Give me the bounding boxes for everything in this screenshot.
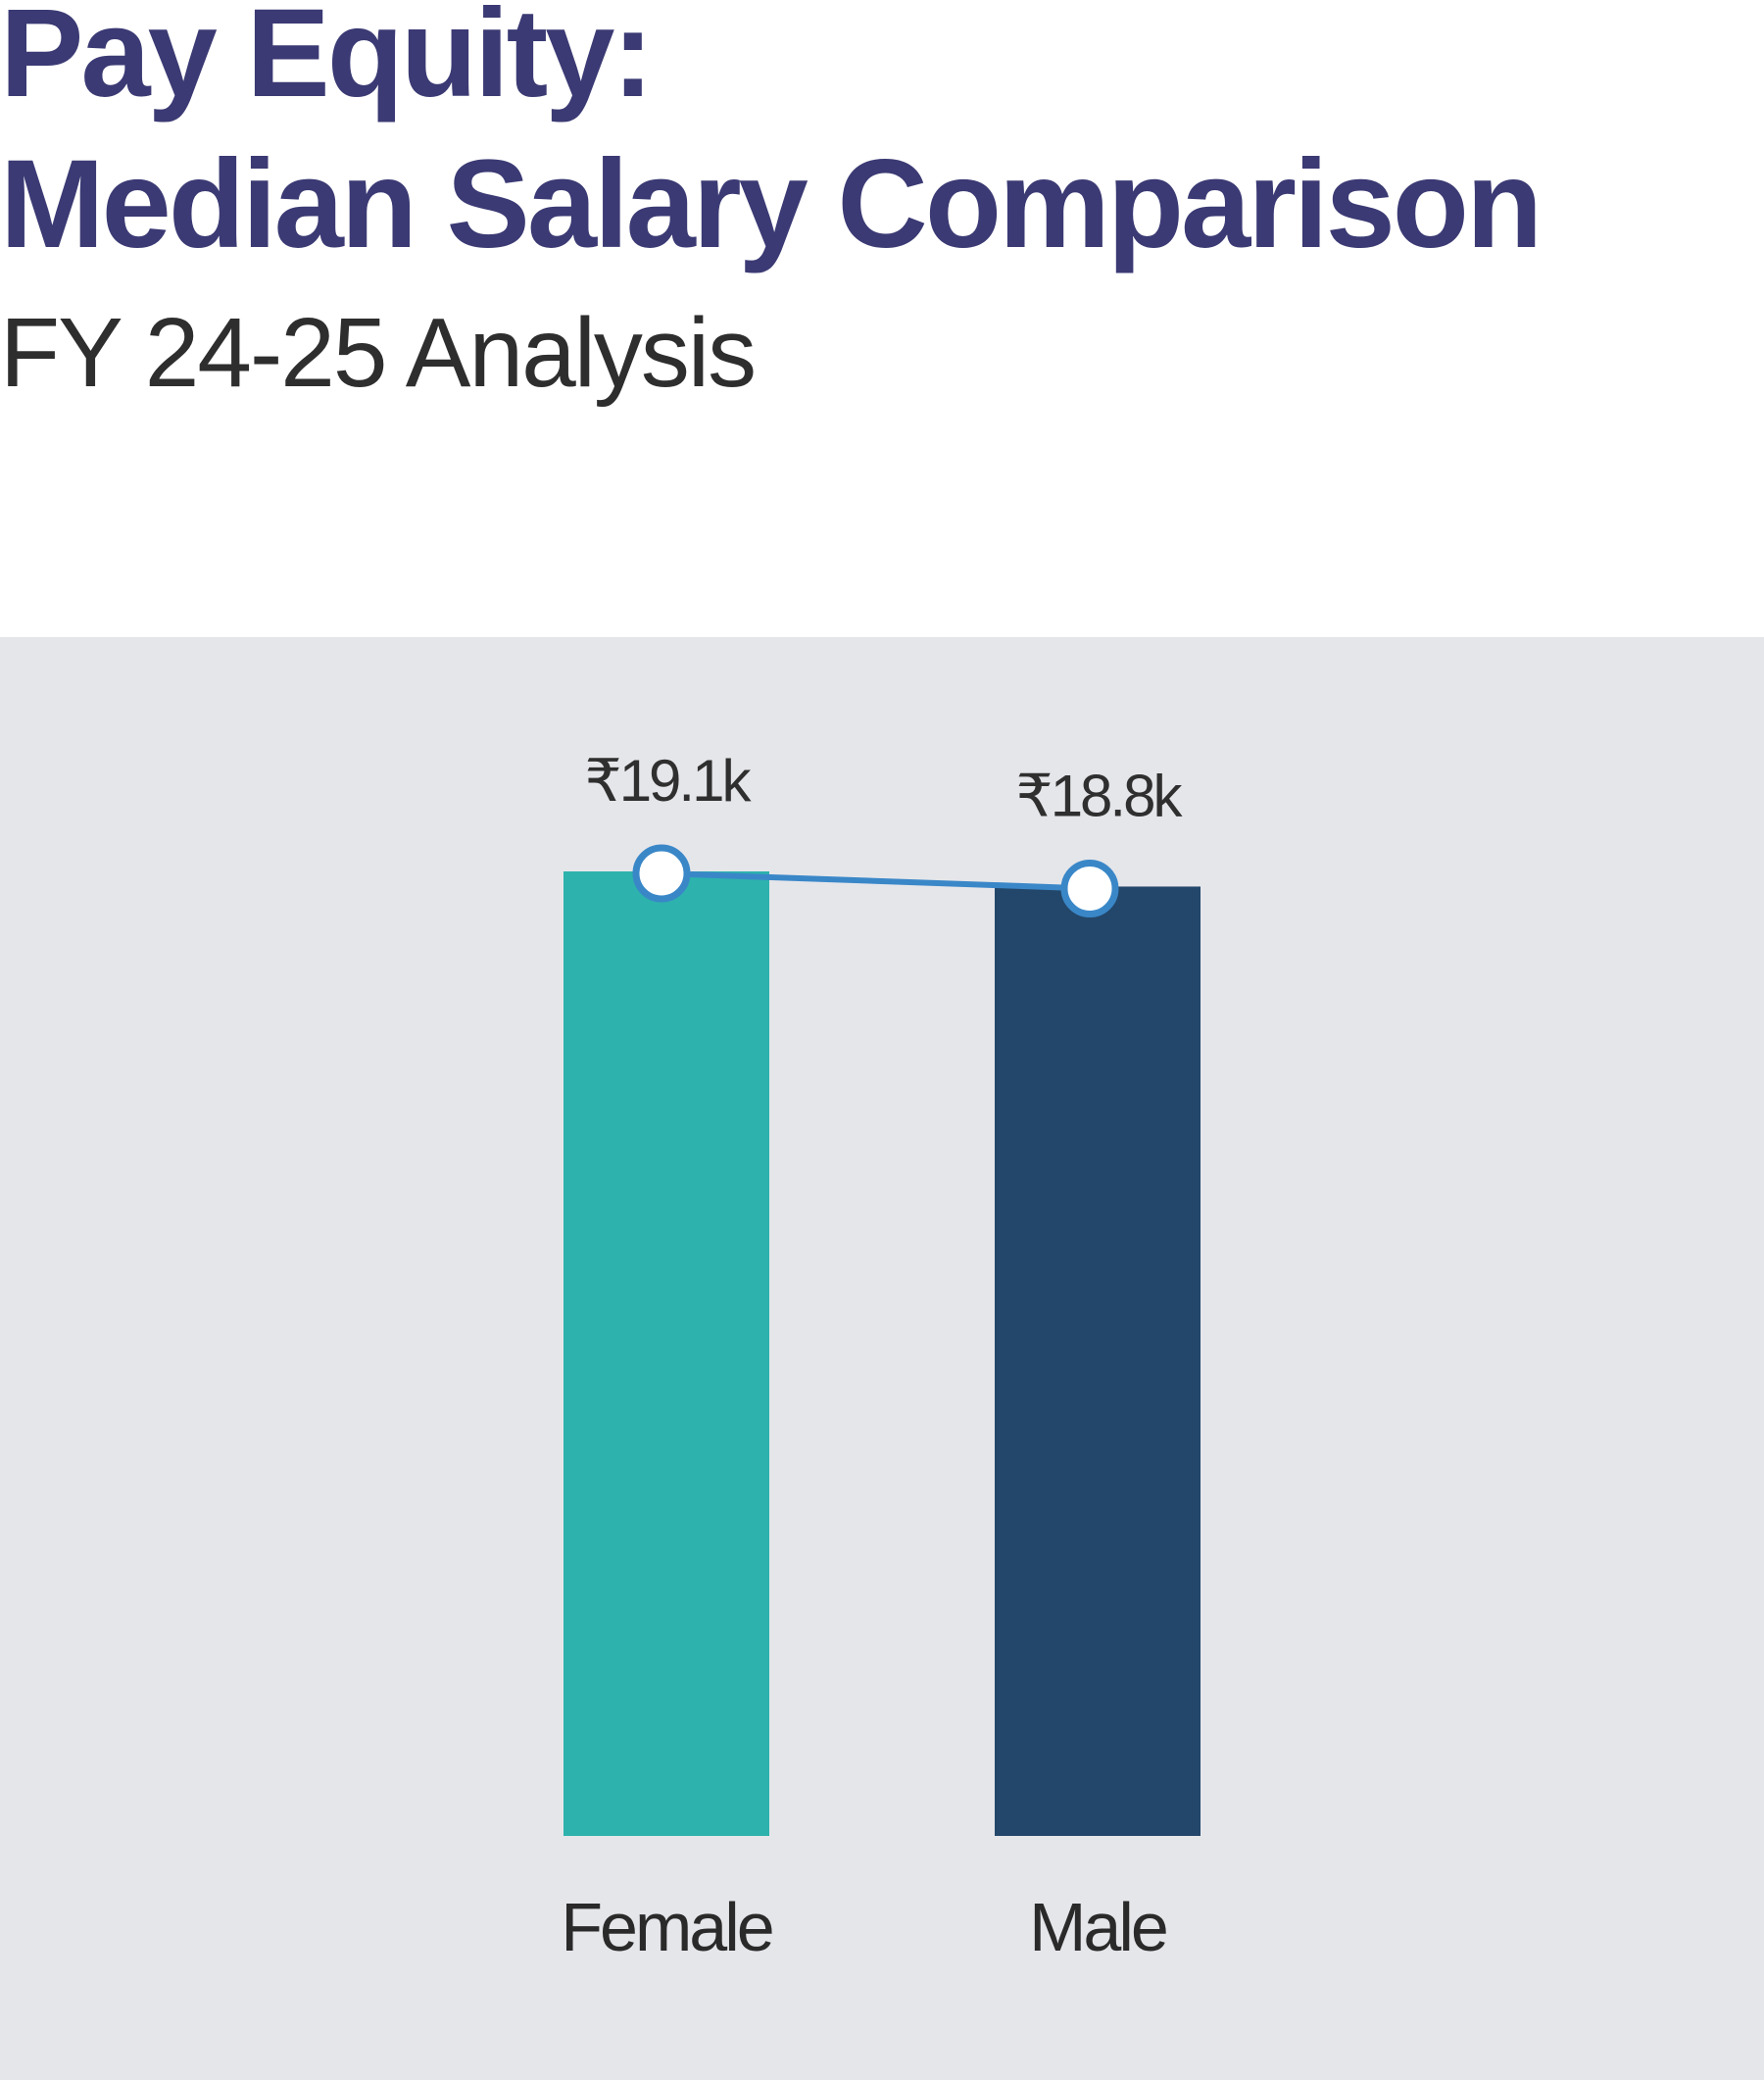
bar-male <box>995 886 1200 1836</box>
category-label-male: Male <box>1029 1889 1166 1965</box>
title-line-1: Pay Equity: <box>0 0 654 124</box>
chart-subtitle: FY 24-25 Analysis <box>0 298 757 408</box>
bar-female <box>564 871 769 1836</box>
marker-male <box>1060 859 1119 917</box>
bar-chart: ₹19.1k ₹18.8k Female Male <box>561 748 1200 1965</box>
value-label-male: ₹18.8k <box>1016 763 1184 828</box>
category-label-female: Female <box>561 1889 771 1965</box>
connector-line <box>661 870 1091 892</box>
chart-title: Pay Equity: Median Salary Comparison <box>0 0 1543 280</box>
value-label-female: ₹19.1k <box>585 748 753 814</box>
chart-panel: ₹19.1k ₹18.8k Female Male <box>0 637 1764 2080</box>
marker-female <box>632 844 691 903</box>
title-line-2: Median Salary Comparison <box>0 134 1543 274</box>
